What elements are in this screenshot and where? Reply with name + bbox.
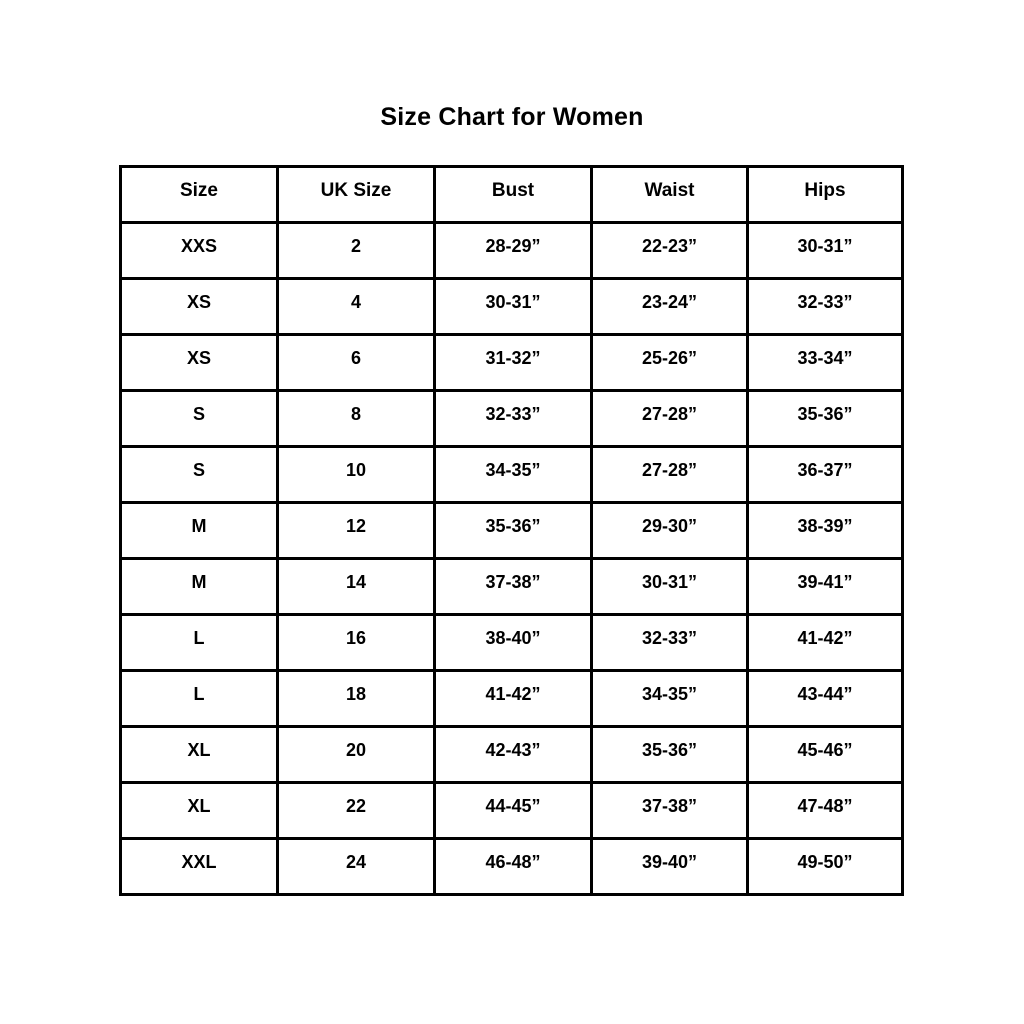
table-row: XS 6 31-32” 25-26” 33-34” [119,333,904,392]
cell-waist: 27-28” [590,389,749,448]
table-header: Size UK Size Bust Waist Hips [119,165,904,224]
cell-size: S [119,445,279,504]
cell-hips: 35-36” [746,389,904,448]
cell-uk-size: 4 [276,277,436,336]
cell-bust: 46-48” [433,837,593,896]
cell-hips: 36-37” [746,445,904,504]
cell-hips: 41-42” [746,613,904,672]
table-row: M 14 37-38” 30-31” 39-41” [119,557,904,616]
cell-uk-size: 18 [276,669,436,728]
column-header-uk-size: UK Size [276,165,436,224]
table-row: S 8 32-33” 27-28” 35-36” [119,389,904,448]
column-header-size: Size [119,165,279,224]
table-header-row: Size UK Size Bust Waist Hips [119,165,904,224]
cell-bust: 28-29” [433,221,593,280]
column-header-hips: Hips [746,165,904,224]
cell-uk-size: 20 [276,725,436,784]
cell-bust: 44-45” [433,781,593,840]
cell-bust: 38-40” [433,613,593,672]
cell-uk-size: 8 [276,389,436,448]
table-row: XXS 2 28-29” 22-23” 30-31” [119,221,904,280]
table-row: M 12 35-36” 29-30” 38-39” [119,501,904,560]
cell-size: XL [119,781,279,840]
cell-uk-size: 16 [276,613,436,672]
table-body: XXS 2 28-29” 22-23” 30-31” XS 4 30-31” 2… [119,221,904,896]
cell-waist: 23-24” [590,277,749,336]
cell-hips: 32-33” [746,277,904,336]
cell-uk-size: 2 [276,221,436,280]
page-title: Size Chart for Women [380,103,644,131]
cell-uk-size: 12 [276,501,436,560]
table-row: XL 22 44-45” 37-38” 47-48” [119,781,904,840]
cell-size: XS [119,277,279,336]
cell-size: L [119,669,279,728]
cell-waist: 35-36” [590,725,749,784]
cell-hips: 39-41” [746,557,904,616]
cell-size: L [119,613,279,672]
cell-bust: 42-43” [433,725,593,784]
cell-hips: 47-48” [746,781,904,840]
column-header-bust: Bust [433,165,593,224]
cell-bust: 30-31” [433,277,593,336]
table-row: L 18 41-42” 34-35” 43-44” [119,669,904,728]
cell-size: XXL [119,837,279,896]
table-row: XXL 24 46-48” 39-40” 49-50” [119,837,904,896]
cell-waist: 37-38” [590,781,749,840]
cell-uk-size: 14 [276,557,436,616]
cell-waist: 30-31” [590,557,749,616]
cell-size: M [119,501,279,560]
cell-waist: 32-33” [590,613,749,672]
cell-bust: 41-42” [433,669,593,728]
table-row: XL 20 42-43” 35-36” 45-46” [119,725,904,784]
cell-bust: 35-36” [433,501,593,560]
table-row: S 10 34-35” 27-28” 36-37” [119,445,904,504]
cell-bust: 31-32” [433,333,593,392]
cell-size: XXS [119,221,279,280]
cell-waist: 34-35” [590,669,749,728]
table-row: L 16 38-40” 32-33” 41-42” [119,613,904,672]
cell-size: S [119,389,279,448]
cell-size: XS [119,333,279,392]
cell-hips: 33-34” [746,333,904,392]
cell-waist: 29-30” [590,501,749,560]
cell-waist: 22-23” [590,221,749,280]
cell-bust: 32-33” [433,389,593,448]
cell-size: XL [119,725,279,784]
cell-bust: 34-35” [433,445,593,504]
cell-hips: 38-39” [746,501,904,560]
table-row: XS 4 30-31” 23-24” 32-33” [119,277,904,336]
cell-hips: 49-50” [746,837,904,896]
cell-waist: 27-28” [590,445,749,504]
cell-uk-size: 6 [276,333,436,392]
column-header-waist: Waist [590,165,749,224]
cell-hips: 45-46” [746,725,904,784]
cell-uk-size: 22 [276,781,436,840]
cell-hips: 30-31” [746,221,904,280]
cell-uk-size: 10 [276,445,436,504]
size-chart-table-wrapper: Size UK Size Bust Waist Hips XXS 2 28-29… [119,165,904,896]
cell-size: M [119,557,279,616]
cell-uk-size: 24 [276,837,436,896]
cell-waist: 25-26” [590,333,749,392]
size-chart-table: Size UK Size Bust Waist Hips XXS 2 28-29… [119,165,904,896]
cell-hips: 43-44” [746,669,904,728]
cell-waist: 39-40” [590,837,749,896]
cell-bust: 37-38” [433,557,593,616]
